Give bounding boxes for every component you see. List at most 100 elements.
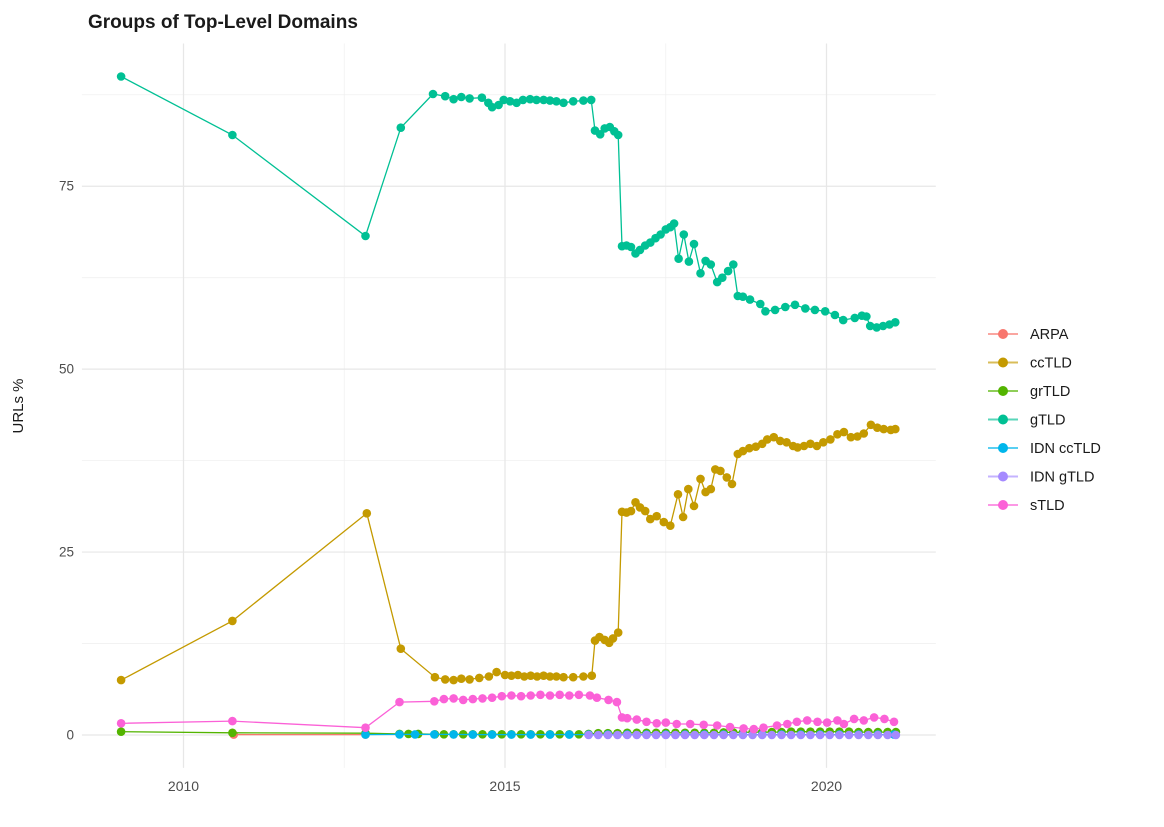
data-point [846, 432, 856, 442]
legend-label: IDN gTLD [1030, 470, 1094, 486]
data-point [361, 231, 370, 241]
data-point [812, 441, 822, 451]
data-point [891, 424, 900, 434]
data-point [864, 730, 873, 740]
axis-tick-labels: 0 25 50 75 2010 2015 2020 [59, 179, 842, 794]
data-point [802, 716, 812, 725]
data-point [669, 219, 679, 228]
data-point [565, 730, 574, 739]
legend-item-ARPA: ARPA [988, 327, 1069, 343]
legend-item-gTLD: gTLD [988, 413, 1065, 429]
legend-label: ARPA [1030, 327, 1069, 343]
data-point [632, 730, 642, 740]
data-point [838, 315, 848, 325]
data-point [696, 269, 705, 278]
data-point [869, 713, 879, 722]
data-point [689, 501, 699, 511]
legend-item-sTLD: sTLD [988, 498, 1065, 514]
data-point [891, 318, 900, 327]
data-point [699, 720, 708, 730]
data-point [727, 479, 737, 489]
data-point [568, 672, 578, 682]
data-point [770, 305, 780, 315]
legend-label: sTLD [1030, 498, 1065, 514]
data-point [723, 266, 733, 276]
data-point [745, 295, 755, 304]
data-point [362, 509, 372, 518]
legend-key-dot [998, 329, 1008, 339]
data-point [880, 714, 889, 724]
data-point [825, 730, 834, 740]
data-point [430, 730, 439, 739]
data-point [492, 667, 501, 677]
data-point [440, 91, 450, 101]
data-point [116, 727, 126, 736]
gridlines-major [81, 43, 936, 768]
data-point [796, 730, 806, 740]
data-point [859, 429, 869, 438]
data-point [790, 300, 800, 310]
data-point [833, 430, 842, 439]
data-point [659, 517, 669, 527]
data-point [430, 697, 439, 706]
data-point [477, 93, 487, 102]
data-point [520, 672, 529, 681]
data-point [719, 730, 728, 740]
data-point [626, 242, 636, 252]
data-point [595, 130, 605, 139]
data-point [457, 92, 466, 102]
data-point [684, 484, 693, 494]
legend-label: grTLD [1030, 384, 1070, 400]
data-point [574, 690, 584, 700]
data-point [853, 432, 862, 441]
data-point [806, 439, 815, 449]
data-point [820, 307, 830, 316]
series-ARPA [229, 730, 370, 739]
data-point [729, 260, 738, 269]
data-point [761, 307, 770, 316]
data-point [579, 672, 588, 681]
x-tick-label: 2015 [489, 778, 520, 794]
data-point [759, 723, 768, 732]
data-point [507, 730, 516, 739]
data-point [526, 730, 535, 739]
data-point [783, 719, 792, 729]
data-point [883, 730, 892, 740]
data-point [712, 721, 722, 730]
data-point [767, 730, 777, 740]
data-point [849, 714, 859, 724]
data-point [722, 473, 732, 482]
legend-label: ccTLD [1030, 356, 1072, 372]
data-point [801, 304, 810, 313]
data-point [361, 730, 370, 739]
data-point [468, 730, 478, 739]
data-point [685, 719, 695, 729]
data-point [526, 691, 535, 700]
data-point [613, 628, 623, 637]
data-point [729, 730, 738, 740]
data-point [839, 719, 849, 729]
legend-key-dot [998, 471, 1008, 482]
data-point [487, 102, 497, 112]
data-point [586, 95, 596, 105]
data-point [568, 97, 578, 106]
data-point [781, 302, 790, 312]
y-tick-label: 25 [59, 545, 74, 560]
data-point [613, 130, 623, 140]
data-point [500, 670, 510, 680]
data-point [545, 730, 555, 739]
data-point [525, 94, 535, 104]
data-point [593, 730, 603, 740]
data-point [526, 671, 535, 680]
data-point [632, 715, 642, 724]
data-point [813, 717, 822, 727]
data-point [622, 730, 632, 740]
data-point [449, 94, 458, 104]
data-point [465, 94, 474, 103]
legend: ARPA ccTLD grTLD gTLD IDN ccTLD IDN gTLD sTLD [988, 327, 1101, 514]
data-point [873, 423, 882, 433]
legend-item-ccTLD: ccTLD [988, 356, 1072, 372]
data-point [652, 719, 661, 728]
data-point [565, 691, 574, 700]
